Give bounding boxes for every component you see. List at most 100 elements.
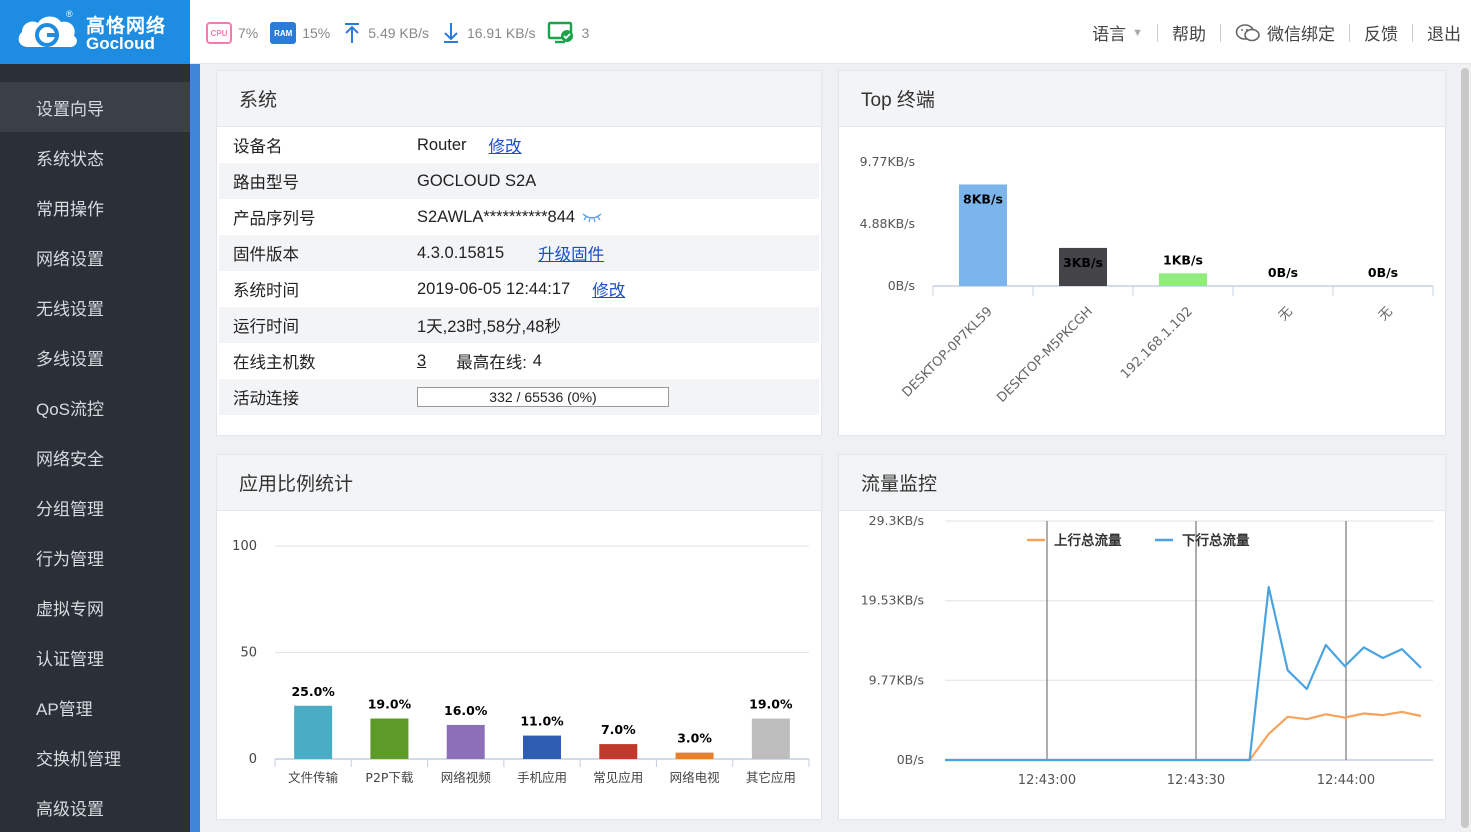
sidebar-item-security[interactable]: 网络安全: [36, 449, 104, 469]
y-tick-label: 50: [240, 646, 257, 661]
x-tick-label: 网络视频: [441, 770, 492, 785]
sidebar-item-multiline[interactable]: 多线设置: [36, 349, 104, 369]
data-label: 0B/s: [1268, 265, 1298, 280]
info-row: 在线主机数 3 最高在线: 4: [219, 343, 819, 379]
connections-progress: 332 / 65536 (0%): [417, 387, 669, 407]
edit-time-link[interactable]: 修改: [592, 282, 626, 300]
sidebar-item-auth[interactable]: 认证管理: [36, 649, 104, 669]
scrollbar-thumb[interactable]: [1461, 68, 1469, 828]
y-tick-label: 0: [249, 752, 257, 767]
page-scrollbar[interactable]: [1459, 64, 1471, 832]
info-row: 固件版本 4.3.0.15815 升级固件: [219, 235, 819, 271]
sidebar-item-wireless[interactable]: 无线设置: [36, 299, 104, 319]
data-label: 1KB/s: [1163, 252, 1203, 267]
sidebar-item-switch[interactable]: 交换机管理: [36, 749, 121, 769]
feedback-link[interactable]: 反馈: [1364, 25, 1398, 44]
x-tick-label: 常见应用: [593, 770, 643, 785]
sidebar-item-system-status[interactable]: 系统状态: [36, 149, 104, 169]
wechat-icon: [1235, 23, 1261, 43]
row-label: 系统时间: [233, 282, 299, 300]
upgrade-firmware-link[interactable]: 升级固件: [538, 246, 605, 264]
data-label: 19.0%: [368, 697, 412, 712]
sidebar-item-setup-wizard[interactable]: 设置向导: [0, 82, 190, 132]
menu-divider: [1157, 23, 1158, 42]
devices-count: 3: [581, 25, 590, 41]
row-label: 运行时间: [233, 318, 299, 336]
legend-label: 上行总流量: [1054, 532, 1122, 549]
data-label: 3KB/s: [1063, 255, 1103, 270]
connections-value: 332 / 65536 (0%): [489, 389, 597, 405]
cpu-icon: CPU: [206, 22, 232, 44]
online-hosts-link[interactable]: 3: [417, 351, 427, 370]
sidebar-item-network[interactable]: 网络设置: [36, 249, 104, 269]
logout-link[interactable]: 退出: [1427, 25, 1461, 44]
sidebar-item-qos[interactable]: QoS流控: [36, 399, 105, 419]
panel-title: Top 终端: [839, 71, 1445, 127]
x-tick-label: 无: [1376, 304, 1396, 324]
x-tick-label: P2P下载: [365, 770, 414, 785]
info-row: 设备名 Router 修改: [219, 127, 819, 163]
x-tick-label: 12:43:00: [1018, 773, 1076, 788]
sidebar-item-groups[interactable]: 分组管理: [36, 499, 104, 519]
bar: [751, 718, 790, 759]
y-tick-label: 0B/s: [888, 278, 915, 293]
devices-stat[interactable]: 3: [547, 21, 589, 45]
bar: [599, 744, 638, 759]
caret-down-icon: ▼: [1132, 26, 1143, 39]
bar: [523, 735, 561, 759]
series-line: [945, 586, 1422, 762]
language-menu[interactable]: 语言 ▼: [1078, 20, 1157, 45]
top-terminals-chart: 0B/s 4.88KB/s 9.77KB/s 8KB/s DESKTOP-0P7KL59…: [860, 154, 1434, 406]
data-label: 8KB/s: [963, 191, 1003, 206]
eye-closed-icon[interactable]: [581, 212, 603, 222]
system-panel: 系统 设备名 Router 修改 路由型号 GOCLOUD S2A 产品序列号 S…: [216, 70, 822, 436]
ram-stat: RAM 15%: [270, 22, 330, 44]
data-label: 0B/s: [1368, 265, 1398, 280]
traffic-panel: 流量监控 0B/s 9.77KB/s 19.53KB/s 29.3KB/s 12:43:…: [838, 454, 1446, 820]
download-value: 16.91 KB/s: [466, 25, 536, 41]
sidebar-item-common-ops[interactable]: 常用操作: [36, 199, 104, 219]
info-row: 产品序列号 S2AWLA**********844: [219, 199, 819, 235]
gocloud-logo-icon: [18, 16, 77, 48]
sidebar-item-vpn[interactable]: 虚拟专网: [36, 599, 104, 619]
sidebar-item-ap[interactable]: AP管理: [36, 699, 93, 719]
x-tick-label: 无: [1276, 304, 1296, 324]
x-tick-label: DESKTOP-M5PKCGH: [994, 304, 1095, 405]
bar: [675, 752, 714, 759]
y-tick-label: 29.3KB/s: [869, 513, 924, 528]
data-label: 16.0%: [444, 703, 488, 718]
row-label: 活动连接: [233, 390, 299, 408]
panel-title: 应用比例统计: [217, 455, 821, 511]
top-menu: 语言 ▼ 帮助 微信绑定 反馈 退出: [1078, 20, 1461, 45]
y-tick-label: 19.53KB/s: [861, 593, 924, 608]
app-stats-chart: 0 50 100 25.0% 文件传输 19.0% P2P下载 16.0% 网络视频 11.0% 手…: [232, 539, 810, 785]
x-tick-label: 192.168.1.102: [1118, 304, 1196, 382]
help-link[interactable]: 帮助: [1172, 25, 1206, 44]
row-label: 在线主机数: [233, 354, 316, 372]
edit-device-name-link[interactable]: 修改: [488, 138, 522, 156]
data-label: 11.0%: [520, 714, 564, 729]
data-label: 19.0%: [749, 697, 793, 712]
sidebar-accent-strip: [190, 64, 200, 832]
download-stat: 16.91 KB/s: [441, 22, 536, 44]
serial-number: S2AWLA**********844: [417, 207, 576, 226]
language-label: 语言: [1092, 25, 1127, 44]
brand-logo[interactable]: ® 高恪网络 Gocloud: [0, 0, 190, 64]
y-tick-label: 0B/s: [897, 752, 924, 767]
info-row: 活动连接 332 / 65536 (0%): [219, 379, 819, 415]
series-line: [945, 710, 1422, 762]
wechat-bind-link[interactable]: 微信绑定: [1221, 20, 1349, 45]
app-stats-panel: 应用比例统计 0 50 100 25.0% 文件传输 19.0% P2P下载 16.0% 网络视…: [216, 454, 822, 820]
panel-title: 流量监控: [839, 455, 1445, 511]
brand-name-en: Gocloud: [86, 34, 155, 53]
sidebar-item-advanced[interactable]: 高级设置: [36, 799, 104, 819]
sidebar: 设置向导 系统状态 常用操作 网络设置 无线设置 多线设置 QoS流控 网络安全…: [0, 64, 190, 832]
x-tick-label: 其它应用: [746, 770, 796, 785]
system-stats: CPU 7% RAM 15% 5.49 KB/s 16.91 KB/s 3: [206, 18, 601, 48]
menu-divider: [1220, 23, 1221, 42]
x-tick-label: 网络电视: [670, 770, 721, 785]
max-online-value: 4: [532, 351, 542, 370]
x-tick-label: 12:43:30: [1167, 773, 1225, 788]
row-label: 产品序列号: [233, 210, 316, 228]
sidebar-item-behavior[interactable]: 行为管理: [36, 549, 104, 569]
